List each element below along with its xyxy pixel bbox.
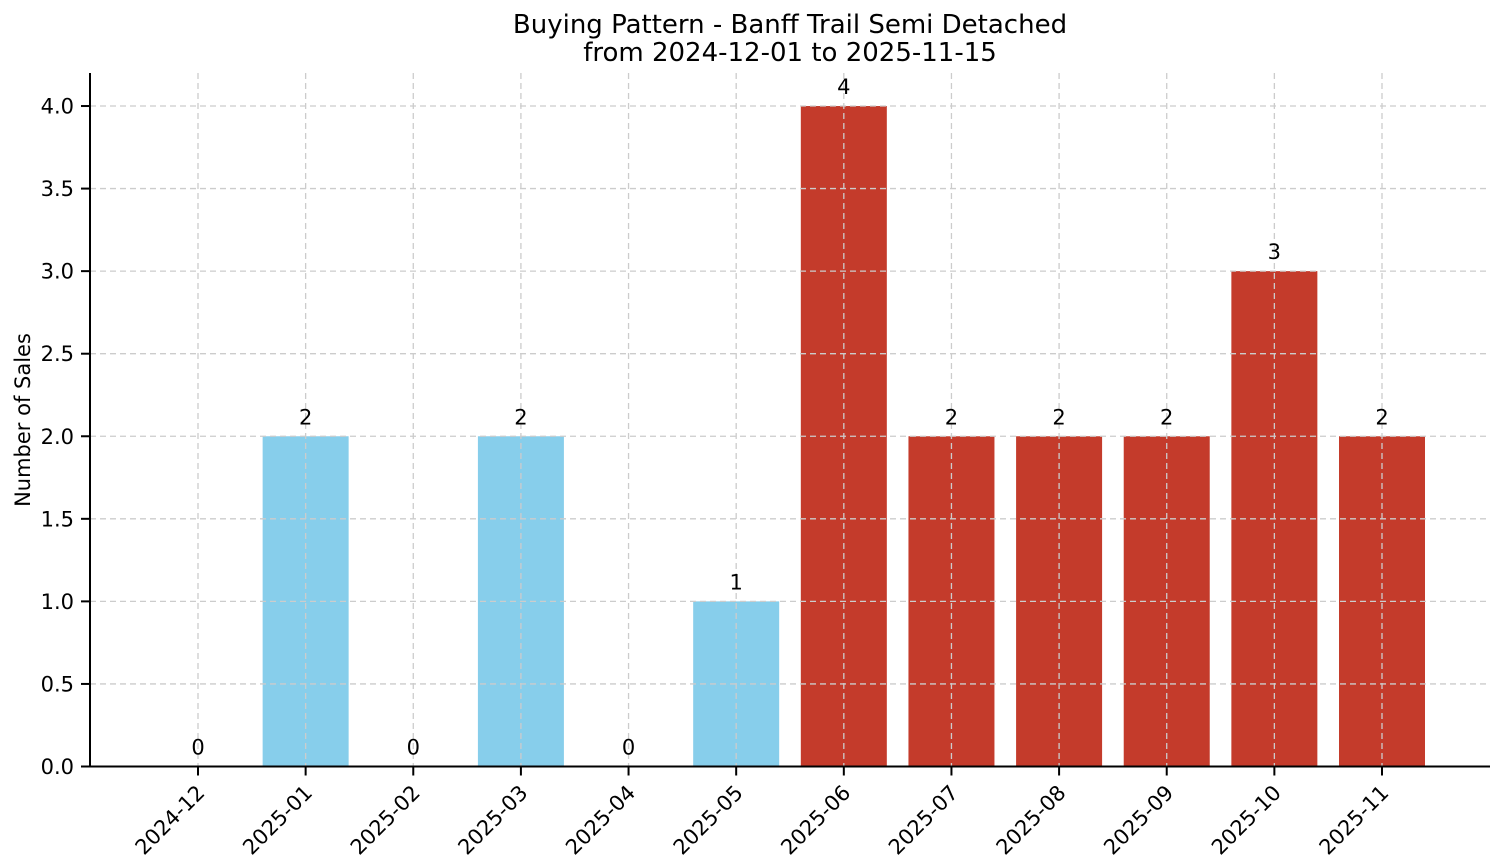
y-tick-label-0.5: 0.5 (41, 672, 74, 696)
value-label-2025-10: 3 (1268, 240, 1281, 264)
value-label-2025-08: 2 (1052, 405, 1065, 429)
x-tick-label-2025-06: 2025-06 (776, 781, 855, 860)
y-axis-label: Number of Sales (11, 333, 35, 507)
value-label-2025-05: 1 (729, 570, 742, 594)
y-tick-label-4.0: 4.0 (41, 95, 74, 119)
x-tick-label-2025-09: 2025-09 (1099, 781, 1178, 860)
y-tick-label-0.0: 0.0 (41, 755, 74, 779)
x-tick-label-2025-04: 2025-04 (561, 781, 640, 860)
x-tick-label-2025-07: 2025-07 (884, 781, 963, 860)
x-tick-label-2025-01: 2025-01 (238, 781, 317, 860)
value-label-2025-04: 0 (622, 736, 635, 760)
value-label-2024-12: 0 (191, 736, 204, 760)
x-tick-label-2025-03: 2025-03 (453, 781, 532, 860)
x-tick-label-2025-10: 2025-10 (1207, 781, 1286, 860)
value-label-2025-06: 4 (837, 75, 850, 99)
value-label-2025-02: 0 (407, 736, 420, 760)
x-tick-label-2025-11: 2025-11 (1315, 781, 1394, 860)
value-label-2025-03: 2 (514, 405, 527, 429)
value-label-2025-01: 2 (299, 405, 312, 429)
y-tick-label-1.5: 1.5 (41, 507, 74, 531)
y-tick-label-2.0: 2.0 (41, 425, 74, 449)
gridlines-group (90, 73, 1490, 767)
y-tick-label-2.5: 2.5 (41, 342, 74, 366)
x-tick-label-2025-08: 2025-08 (992, 781, 1071, 860)
x-tick-label-2025-02: 2025-02 (346, 781, 425, 860)
y-tick-labels-group: 0.0 0.5 1.0 1.5 2.0 2.5 3.0 3.5 4.0 (41, 95, 74, 779)
x-tick-labels-group: 2024-12 2025-01 2025-02 2025-03 2025-04 2025-… (131, 781, 1394, 860)
chart-subtitle: from 2024-12-01 to 2025-11-15 (583, 38, 997, 68)
value-labels-group: 0 2 0 2 0 1 4 2 2 2 3 2 (191, 75, 1388, 759)
x-tick-label-2025-05: 2025-05 (669, 781, 748, 860)
y-tick-label-1.0: 1.0 (41, 590, 74, 614)
chart-title: Buying Pattern - Banff Trail Semi Detach… (513, 10, 1067, 40)
x-tick-label-2024-12: 2024-12 (131, 781, 210, 860)
value-label-2025-07: 2 (945, 405, 958, 429)
value-label-2025-09: 2 (1160, 405, 1173, 429)
y-tick-label-3.5: 3.5 (41, 177, 74, 201)
value-label-2025-11: 2 (1375, 405, 1388, 429)
y-tick-label-3.0: 3.0 (41, 260, 74, 284)
axes-group (81, 73, 1490, 776)
